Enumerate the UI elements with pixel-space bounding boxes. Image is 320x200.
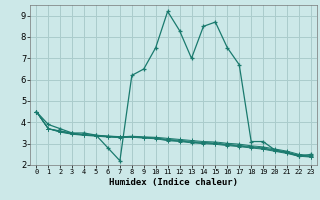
X-axis label: Humidex (Indice chaleur): Humidex (Indice chaleur): [109, 178, 238, 187]
